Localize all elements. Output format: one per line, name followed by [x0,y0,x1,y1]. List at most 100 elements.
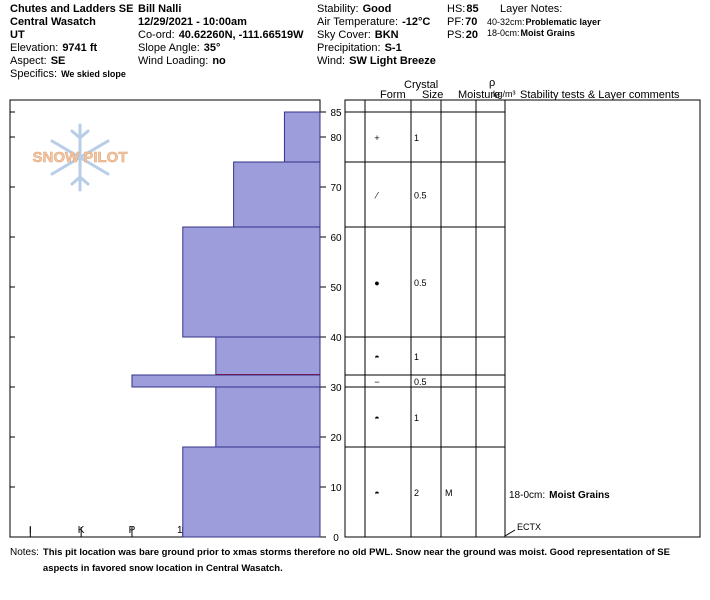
header-label: Co-ord: [138,29,175,41]
depth-tick-label: 10 [330,483,342,494]
header-value: 35° [204,42,221,54]
depth-tick-label: 20 [330,433,342,444]
depth-tick-label: 60 [330,233,342,244]
table-header: Moisture [458,89,500,101]
table-header: Crystal [404,79,438,91]
header-value: SE [51,55,66,67]
header-value: We skied slope [61,69,126,79]
header-item: Wind: SW Light Breeze [317,55,436,67]
header-item: 18-0cm:Moist Grains [487,28,575,38]
comment-label: 18-0cm: [509,490,545,501]
header-value: S-1 [385,42,402,54]
header-label: Elevation: [10,42,58,54]
notes-text: This pit location was bare ground prior … [42,547,670,574]
header-item: UT [10,29,25,41]
header-label: PS: [447,29,465,41]
header-item: Precipitation: S-1 [317,42,402,54]
crystal-form: ◓ [374,352,379,362]
depth-tick-label: 30 [330,383,342,394]
hardness-bar [233,161,321,228]
crystal-size: 2 [414,488,419,498]
depth-tick-label: 70 [330,183,342,194]
header-item: Slope Angle: 35° [138,42,220,54]
header-value: 85 [466,3,478,15]
header-value: no [212,55,226,67]
crystal-form: − [374,377,379,387]
header-item: 40-32cm:Problematic layer [487,17,601,27]
header-item: Central Wasatch [10,16,96,28]
header-label: Sky Cover: [317,29,371,41]
table-header: Form [380,89,406,101]
crystal-size: 1 [414,352,419,362]
header-value: Chutes and Ladders SE [10,3,133,15]
header-value: 12/29/2021 - 10:00am [138,16,247,28]
header-label: PF: [447,16,464,28]
table-frame [344,99,701,538]
crystal-form: ◓ [374,413,379,423]
depth-tick-label: 80 [330,133,342,144]
hardness-tick-label: K [78,525,85,536]
hardness-bar [182,446,321,538]
header-value: 70 [465,16,477,28]
header-value: 40.62260N, -111.66519W [179,29,304,41]
header-label: Slope Angle: [138,42,200,54]
header-item: Chutes and Ladders SE [10,3,133,15]
header-value: Moist Grains [521,28,576,38]
crystal-size: 0.5 [414,278,427,288]
header-label: Precipitation: [317,42,381,54]
crystal-form: ◓ [374,488,379,498]
header-value: Good [363,3,392,15]
table-header: Size [422,89,443,101]
header-label: Specifics: [10,68,57,80]
header-value: 9741 ft [62,42,97,54]
header-label: Aspect: [10,55,47,67]
table-header: Stability tests & Layer comments [520,89,680,101]
header-label: Wind Loading: [138,55,208,67]
crystal-size: 1 [414,413,419,423]
notes: Notes: This pit location was bare ground … [10,545,700,577]
header-item: Elevation: 9741 ft [10,42,98,54]
pit-diagram: SNOW PILOT Chutes and Ladders SECentral … [9,3,701,544]
header-value: UT [10,29,25,41]
comment-value: Moist Grains [549,490,610,501]
header-value: Layer Notes: [500,3,562,15]
header-item: 12/29/2021 - 10:00am [138,16,247,28]
moisture: M [445,488,453,498]
depth-tick-label: 85 [330,108,342,119]
crystal-form: ● [374,278,379,288]
hardness-bar [215,386,321,448]
header-label: Air Temperature: [317,16,398,28]
logo-text: SNOW PILOT [33,149,128,166]
header-item: Bill Nalli [138,3,181,15]
snowflake-logo [50,123,110,192]
header-value: Central Wasatch [10,16,96,28]
table-header: kg/m³ [493,89,516,99]
header-item: Stability: Good [317,3,391,15]
hardness-bar [182,226,321,338]
header-value: BKN [375,29,399,41]
header-item: PF:70 [447,16,477,28]
header-label: Stability: [317,3,359,15]
crystal-size: 1 [414,133,419,143]
header-item: Layer Notes: [500,3,562,15]
depth-tick-label: 40 [330,333,342,344]
header-label: 40-32cm: [487,17,525,27]
crystal-form: ⁄ [374,191,379,201]
header-value: SW Light Breeze [349,55,436,67]
header-item: Air Temperature: -12°C [317,16,430,28]
header-value: -12°C [402,16,430,28]
hardness-tick-label: P [129,525,136,536]
header-label: HS: [447,3,465,15]
header-item: Wind Loading: no [138,55,226,67]
table-header: ρ [489,77,495,89]
crystal-size: 0.5 [414,377,427,387]
header-label: 18-0cm: [487,28,520,38]
test-label: ECTX [517,522,541,532]
depth-tick-label: 50 [330,283,342,294]
header-item: Sky Cover: BKN [317,29,399,41]
crystal-size: 0.5 [414,191,427,201]
layer-comment: 18-0cm: Moist Grains [509,490,610,501]
header-item: PS:20 [447,29,478,41]
crystal-form: + [374,133,379,143]
